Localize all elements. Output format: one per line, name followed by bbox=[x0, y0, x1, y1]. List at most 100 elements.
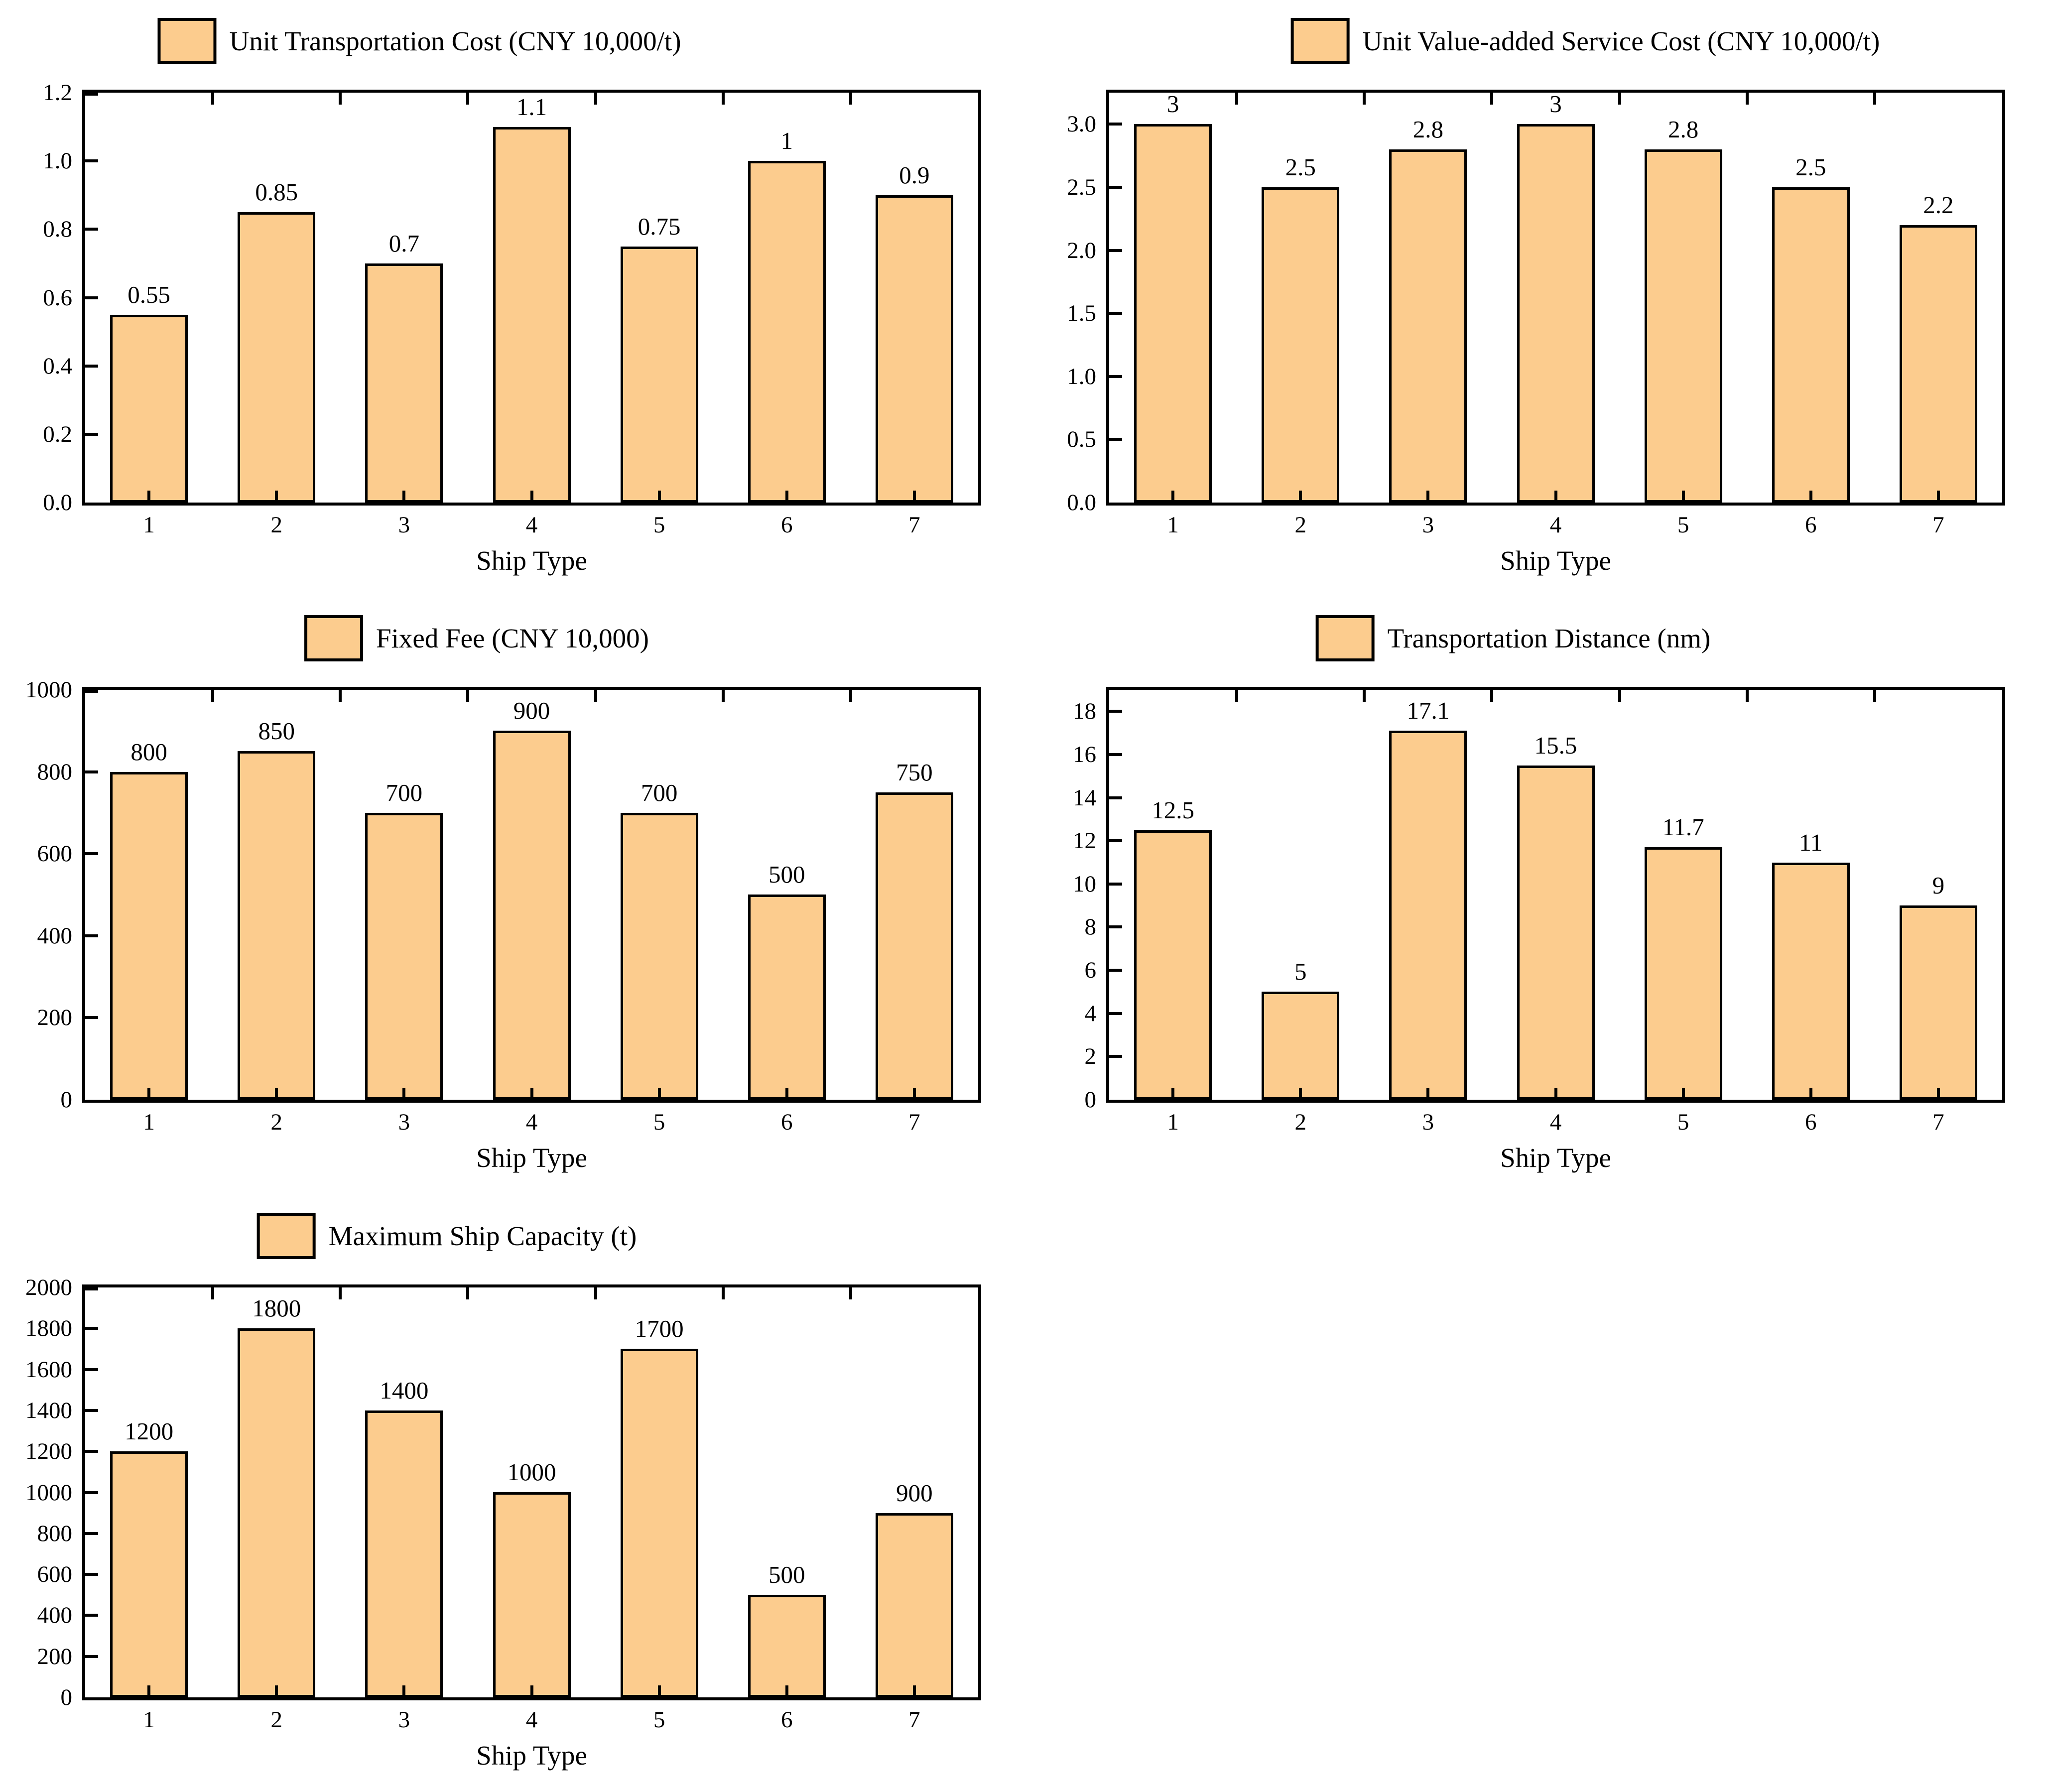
y-tick-label: 18 bbox=[1073, 698, 1096, 725]
top-tick-mark bbox=[1235, 93, 1239, 105]
y-tick-label: 1600 bbox=[25, 1356, 72, 1383]
y-tick-label: 800 bbox=[37, 1520, 73, 1546]
y-tick-label: 12 bbox=[1073, 828, 1096, 854]
y-tick-label: 0.0 bbox=[1067, 490, 1096, 515]
y-tick-label: 1000 bbox=[25, 677, 72, 703]
y-tick-label: 400 bbox=[37, 1602, 73, 1629]
y-tick-mark bbox=[1109, 753, 1122, 756]
bar-value-label: 1400 bbox=[380, 1377, 429, 1404]
legend: Unit Value-added Service Cost (CNY 10,00… bbox=[1290, 18, 1880, 64]
x-tick-mark bbox=[912, 491, 916, 503]
bar bbox=[1644, 149, 1722, 503]
y-tick-mark bbox=[85, 1573, 98, 1576]
bar bbox=[620, 1349, 698, 1697]
x-tick-label: 2 bbox=[1294, 1109, 1306, 1135]
y-tick-label: 1200 bbox=[25, 1438, 72, 1465]
x-tick-mark bbox=[530, 491, 533, 503]
legend-swatch-icon bbox=[256, 1213, 316, 1259]
x-tick-mark bbox=[1936, 491, 1940, 503]
x-tick-label: 5 bbox=[653, 512, 665, 538]
y-tick-mark bbox=[1109, 839, 1122, 843]
y-tick-label: 2000 bbox=[25, 1275, 72, 1300]
x-tick-mark bbox=[1809, 1088, 1812, 1100]
y-tick-label: 1.0 bbox=[1067, 363, 1096, 389]
x-axis-title: Ship Type bbox=[476, 1143, 587, 1173]
y-tick-label: 2 bbox=[1084, 1043, 1097, 1070]
y-tick-label: 0 bbox=[60, 1684, 73, 1710]
bar bbox=[1899, 225, 1977, 503]
x-tick-mark bbox=[1426, 491, 1430, 503]
bar-value-label: 1 bbox=[780, 127, 793, 154]
x-tick-mark bbox=[530, 1088, 533, 1100]
top-tick-mark bbox=[1618, 690, 1621, 702]
bar-value-label: 0.85 bbox=[255, 178, 298, 206]
top-tick-mark bbox=[721, 93, 725, 105]
y-tick-label: 1400 bbox=[25, 1397, 72, 1423]
bar-value-label: 2.8 bbox=[1668, 116, 1699, 143]
y-tick-label: 0.0 bbox=[43, 490, 72, 515]
y-tick-mark bbox=[1109, 796, 1122, 799]
legend-label: Unit Transportation Cost (CNY 10,000/t) bbox=[229, 26, 681, 56]
bar-value-label: 11.7 bbox=[1662, 813, 1704, 841]
top-tick-mark bbox=[1873, 690, 1876, 702]
y-tick-label: 8 bbox=[1084, 914, 1097, 940]
x-tick-label: 4 bbox=[1549, 1109, 1562, 1135]
y-tick-mark bbox=[85, 432, 98, 436]
x-tick-mark bbox=[1554, 1088, 1557, 1100]
y-tick-label: 16 bbox=[1073, 741, 1096, 768]
legend-swatch-icon bbox=[1290, 18, 1350, 64]
x-tick-label: 4 bbox=[525, 1109, 538, 1135]
bar bbox=[365, 1410, 443, 1697]
bar-value-label: 1700 bbox=[635, 1315, 684, 1342]
bar bbox=[1772, 187, 1850, 503]
y-tick-label: 0.2 bbox=[43, 421, 72, 447]
bar bbox=[493, 1492, 571, 1697]
top-tick-mark bbox=[339, 93, 342, 105]
x-tick-label: 1 bbox=[143, 1707, 155, 1733]
plot-area: 800 1 850 2 700 3 900 4 700 5 500 6 750 7 0 200 400 600 80… bbox=[25, 677, 981, 1134]
bar-value-label: 900 bbox=[896, 1479, 933, 1507]
x-tick-label: 2 bbox=[1294, 512, 1306, 538]
bar-value-label: 0.55 bbox=[128, 281, 170, 308]
top-tick-mark bbox=[339, 690, 342, 702]
y-tick-mark bbox=[85, 228, 98, 231]
bar-value-label: 700 bbox=[385, 779, 423, 806]
x-tick-label: 7 bbox=[908, 512, 920, 538]
x-tick-label: 7 bbox=[1932, 1109, 1944, 1135]
top-tick-mark bbox=[849, 690, 852, 702]
y-tick-label: 14 bbox=[1073, 784, 1096, 811]
legend: Maximum Ship Capacity (t) bbox=[256, 1213, 637, 1259]
bar bbox=[620, 813, 698, 1100]
x-tick-mark bbox=[785, 1685, 788, 1697]
y-tick-mark bbox=[85, 1532, 98, 1535]
x-tick-label: 2 bbox=[270, 1109, 282, 1135]
bar-value-label: 3 bbox=[1549, 90, 1562, 118]
y-tick-mark bbox=[85, 296, 98, 299]
x-tick-mark bbox=[1426, 1088, 1430, 1100]
bar bbox=[1517, 124, 1595, 503]
top-tick-mark bbox=[1490, 690, 1494, 702]
bar-value-label: 2.5 bbox=[1285, 153, 1316, 181]
bar bbox=[365, 263, 443, 503]
y-tick-label: 200 bbox=[37, 1643, 73, 1669]
bar-value-label: 12.5 bbox=[1152, 796, 1194, 824]
x-tick-mark bbox=[657, 491, 661, 503]
x-tick-label: 6 bbox=[781, 512, 793, 538]
bar bbox=[875, 195, 953, 503]
y-tick-label: 0.8 bbox=[43, 216, 72, 243]
bar-value-label: 9 bbox=[1932, 872, 1945, 899]
y-tick-label: 0.6 bbox=[43, 284, 72, 311]
legend-swatch-icon bbox=[1315, 615, 1375, 661]
x-tick-label: 3 bbox=[398, 1707, 410, 1733]
top-tick-mark bbox=[1618, 93, 1621, 105]
legend: Unit Transportation Cost (CNY 10,000/t) bbox=[157, 18, 681, 64]
x-tick-label: 2 bbox=[270, 512, 282, 538]
y-tick-mark bbox=[85, 770, 98, 773]
x-tick-mark bbox=[402, 491, 406, 503]
x-tick-mark bbox=[1809, 491, 1812, 503]
plot-area: 3 1 2.5 2 2.8 3 3 4 2.8 5 2.5 6 2.2 7 0.0 0.5 1.0 1.5 2.0 2… bbox=[1067, 90, 2005, 537]
y-tick-label: 0.5 bbox=[1067, 426, 1096, 453]
bar-value-label: 3 bbox=[1166, 90, 1179, 118]
x-tick-mark bbox=[1681, 491, 1685, 503]
legend: Fixed Fee (CNY 10,000) bbox=[304, 615, 649, 661]
